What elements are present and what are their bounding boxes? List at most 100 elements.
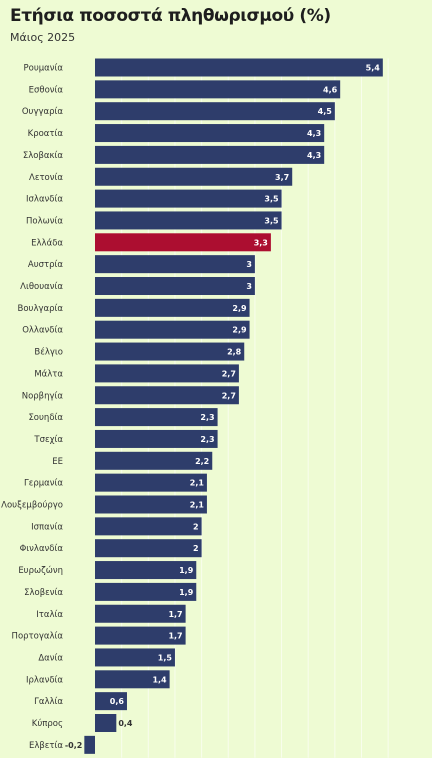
value-label: 2,7 bbox=[222, 391, 236, 400]
bar bbox=[95, 626, 186, 645]
bar bbox=[95, 495, 207, 514]
bar bbox=[95, 429, 218, 448]
category-label: Βέλγιο bbox=[34, 347, 63, 358]
value-label: 1,9 bbox=[179, 566, 194, 575]
bar bbox=[95, 277, 255, 295]
value-label: 2,2 bbox=[195, 457, 209, 466]
bar bbox=[95, 386, 239, 405]
category-label: Σλοβακία bbox=[23, 151, 64, 161]
category-label: Κύπρος bbox=[32, 718, 63, 729]
value-label: 4,5 bbox=[318, 107, 333, 116]
category-label: ΕΕ bbox=[52, 457, 63, 467]
value-label: 1,7 bbox=[168, 632, 182, 641]
category-label: Σλοβενία bbox=[24, 588, 63, 598]
value-label: 2,9 bbox=[232, 304, 247, 313]
value-label: 2,8 bbox=[227, 348, 242, 357]
category-label: Ιταλία bbox=[36, 610, 63, 620]
chart-title: Ετήσια ποσοστά πληθωρισμού (%) bbox=[10, 6, 331, 26]
value-label: -0,2 bbox=[65, 741, 83, 750]
value-label: 3,7 bbox=[275, 173, 289, 182]
bar bbox=[95, 145, 325, 164]
value-label: 2 bbox=[193, 522, 199, 531]
bar bbox=[95, 189, 282, 208]
category-label: Ελλάδα bbox=[31, 238, 63, 248]
value-label: 1,7 bbox=[168, 610, 182, 619]
category-label: Γαλλία bbox=[34, 697, 63, 707]
value-label: 4,3 bbox=[307, 129, 321, 138]
category-label: Ευρωζώνη bbox=[18, 565, 63, 576]
bar bbox=[95, 670, 170, 689]
category-label: Τσεχία bbox=[33, 435, 63, 445]
category-label: Δανία bbox=[38, 653, 63, 663]
bar bbox=[84, 735, 95, 754]
bar bbox=[95, 58, 383, 77]
category-label: Μάλτα bbox=[34, 369, 63, 379]
bar bbox=[95, 124, 325, 143]
category-label: Γερμανία bbox=[24, 479, 63, 489]
category-label: Ιρλανδία bbox=[26, 675, 63, 685]
bar bbox=[95, 561, 197, 580]
value-label: 2,1 bbox=[190, 501, 205, 510]
category-label: Λουξεμβούργο bbox=[1, 500, 63, 511]
value-label: 1,9 bbox=[179, 588, 194, 597]
value-label: 0,4 bbox=[118, 719, 133, 728]
value-label: 3,5 bbox=[264, 195, 279, 204]
value-label: 5,4 bbox=[366, 64, 381, 73]
category-label: Πολωνία bbox=[26, 216, 63, 226]
bar bbox=[95, 320, 250, 339]
category-label: Πορτογαλία bbox=[12, 632, 64, 642]
category-label: Νορβηγία bbox=[22, 391, 64, 401]
bar bbox=[95, 582, 197, 601]
bar bbox=[95, 473, 207, 492]
bar bbox=[95, 342, 245, 361]
bar bbox=[95, 364, 239, 383]
chart-subtitle: Μάιος 2025 bbox=[10, 31, 76, 44]
category-label: Λετονία bbox=[29, 173, 63, 183]
value-label: 3 bbox=[246, 260, 252, 269]
value-label: 3 bbox=[246, 282, 252, 291]
bar bbox=[95, 539, 202, 558]
category-label: Ουγγαρία bbox=[22, 107, 64, 117]
value-label: 2,1 bbox=[190, 479, 205, 488]
value-label: 1,5 bbox=[158, 653, 173, 662]
value-label: 3,3 bbox=[254, 238, 268, 247]
category-label: Λιθουανία bbox=[20, 282, 63, 292]
value-label: 2,7 bbox=[222, 369, 236, 378]
value-label: 4,6 bbox=[323, 85, 338, 94]
value-label: 2,9 bbox=[232, 326, 247, 335]
bar bbox=[95, 648, 175, 667]
category-label: Σουηδία bbox=[28, 413, 63, 423]
value-label: 2,3 bbox=[200, 413, 214, 422]
bar bbox=[95, 408, 218, 427]
category-label: Φινλανδία bbox=[20, 544, 64, 554]
bar bbox=[95, 451, 213, 470]
category-label: Αυστρία bbox=[28, 260, 64, 270]
value-label: 2,3 bbox=[200, 435, 214, 444]
bar bbox=[95, 604, 186, 623]
value-label: 1,4 bbox=[152, 675, 167, 684]
category-label: Εσθονία bbox=[29, 85, 64, 95]
bar bbox=[95, 298, 250, 317]
bar bbox=[95, 102, 335, 121]
value-label: 0,6 bbox=[110, 697, 125, 706]
value-label: 4,3 bbox=[307, 151, 321, 160]
bar bbox=[95, 80, 341, 99]
bar bbox=[95, 692, 127, 711]
category-label: Ισλανδία bbox=[26, 195, 63, 205]
bar bbox=[95, 211, 282, 230]
bar bbox=[95, 167, 293, 186]
bar-highlight bbox=[95, 233, 271, 252]
bar bbox=[95, 714, 117, 732]
category-label: Ισπανία bbox=[31, 522, 63, 532]
value-label: 3,5 bbox=[264, 216, 279, 225]
value-label: 2 bbox=[193, 544, 199, 553]
category-label: Βουλγαρία bbox=[18, 304, 64, 314]
category-label: Ρουμανία bbox=[24, 64, 64, 74]
category-label: Ολλανδία bbox=[22, 326, 63, 336]
bar bbox=[95, 255, 255, 274]
bar bbox=[95, 517, 202, 536]
category-label: Ελβετία bbox=[29, 741, 63, 751]
category-label: Κροατία bbox=[28, 129, 64, 139]
